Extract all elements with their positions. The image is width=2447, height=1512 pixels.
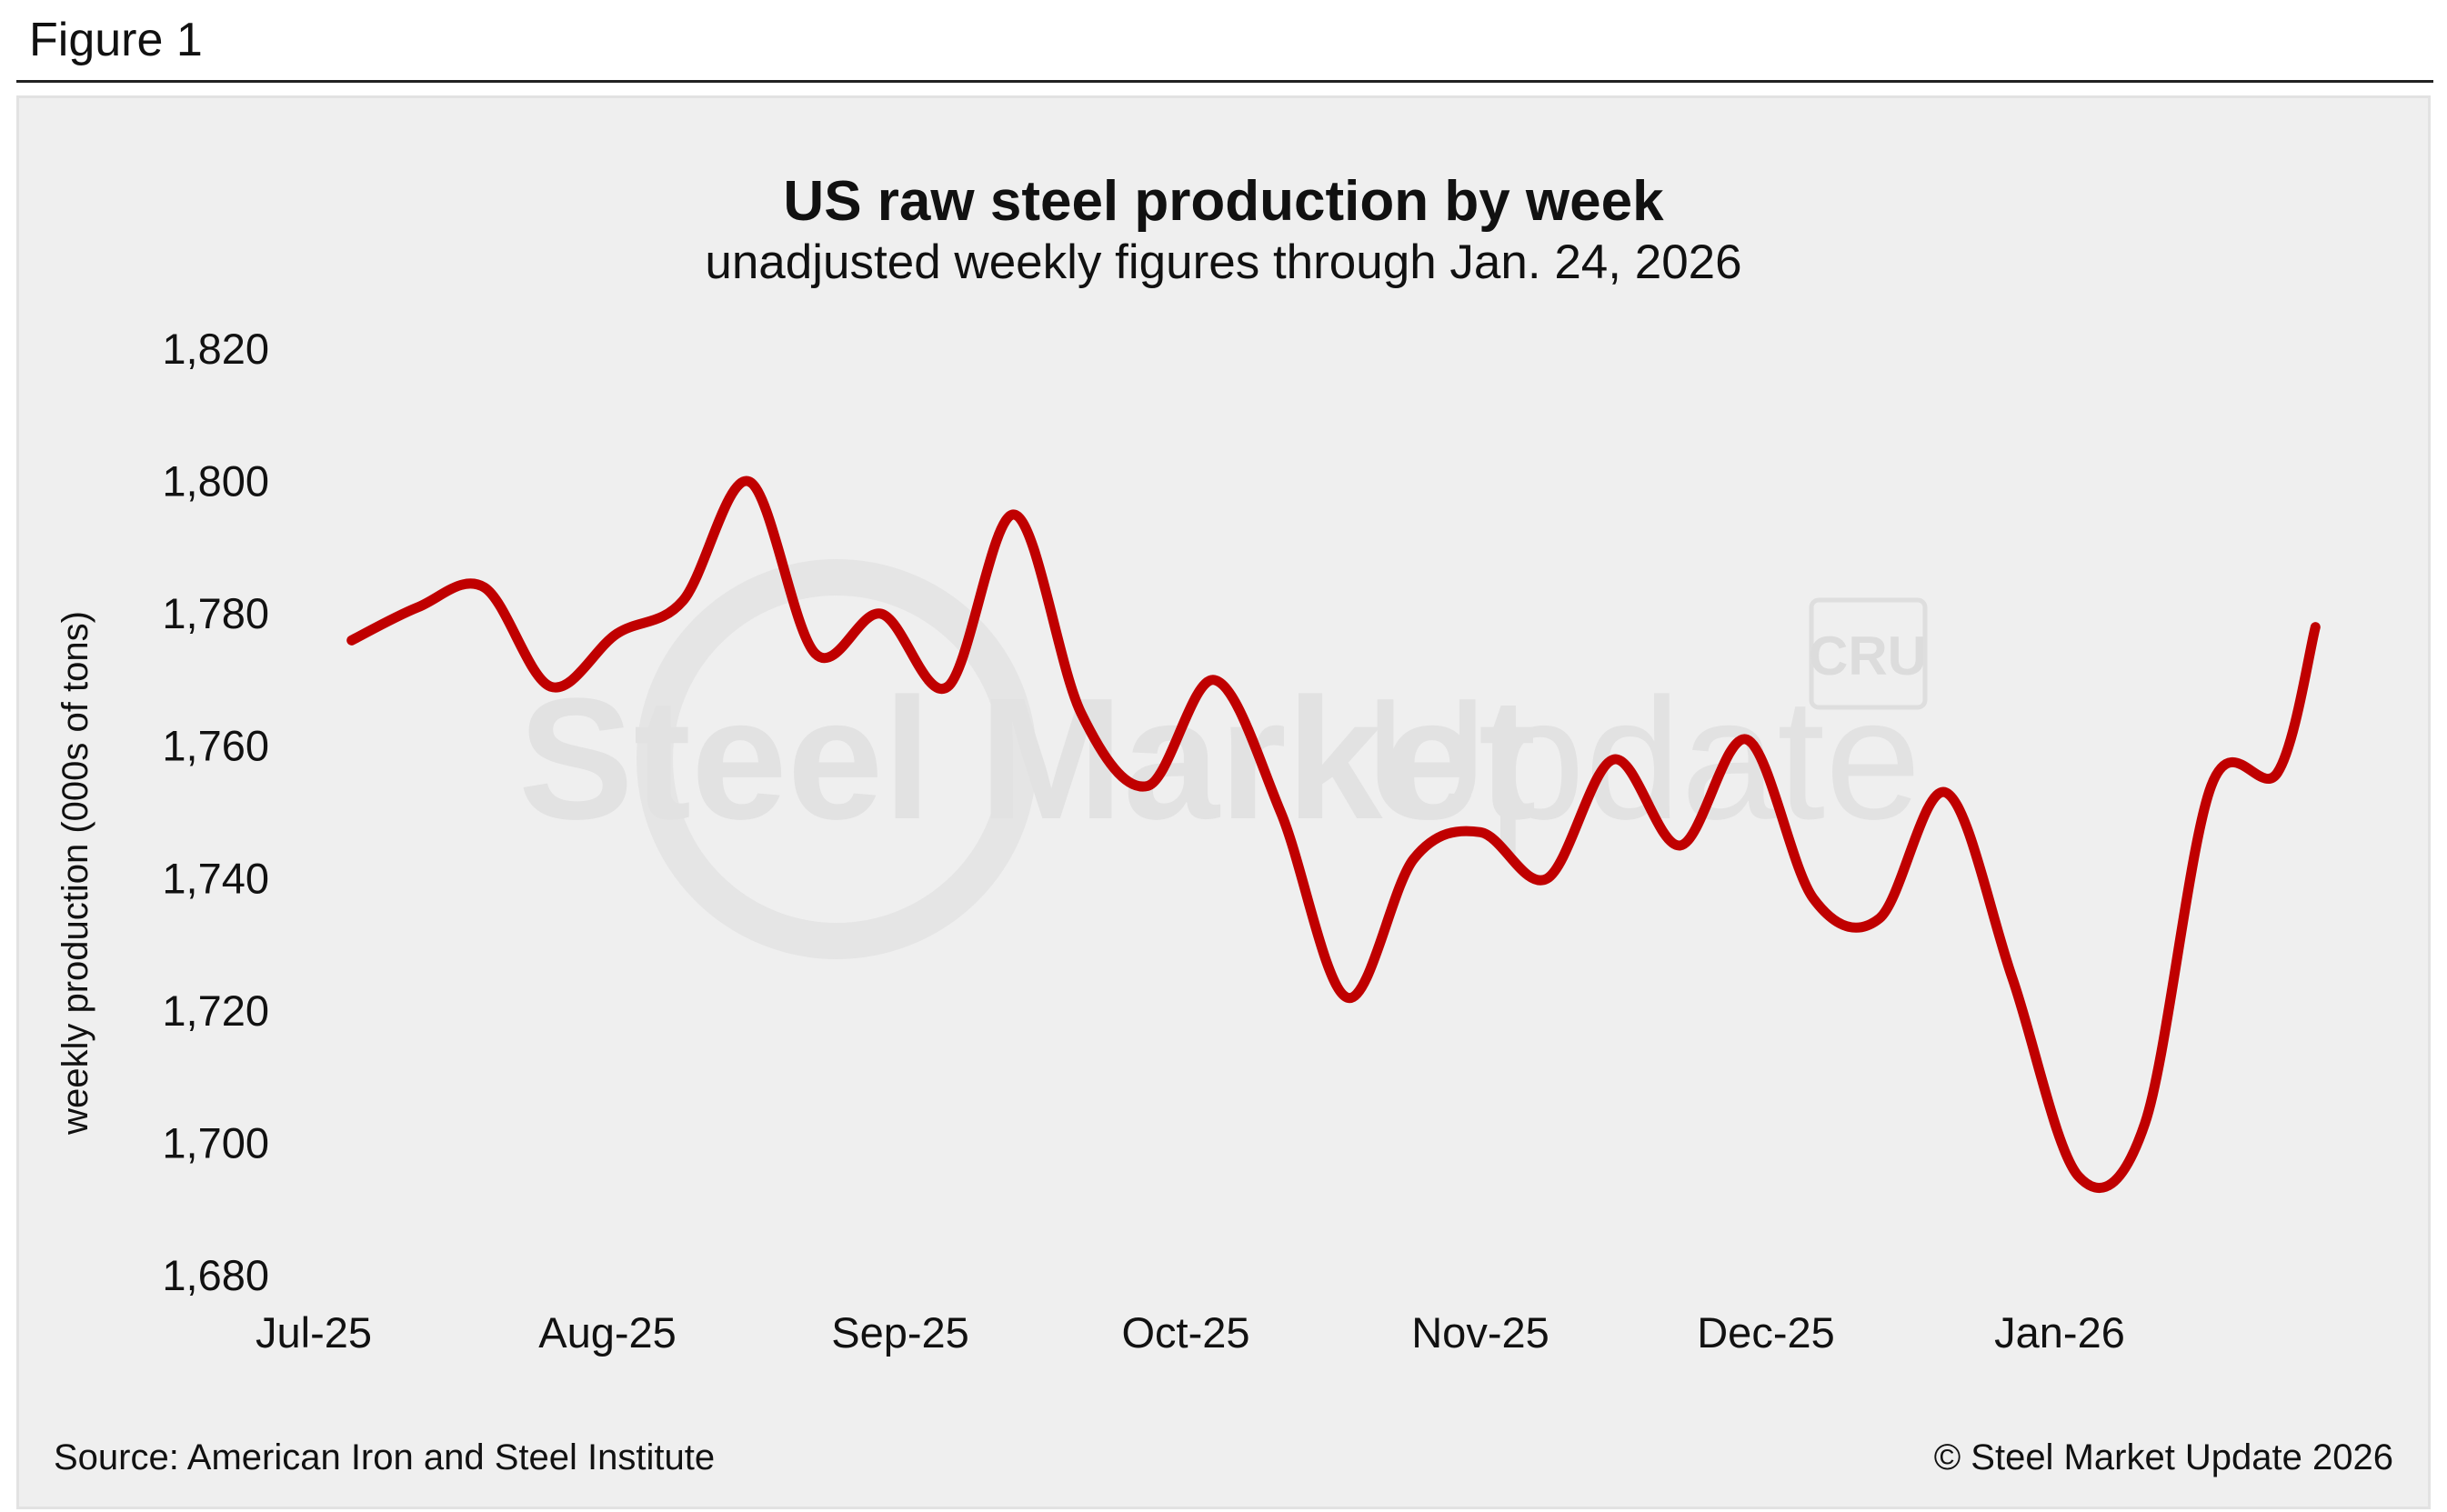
- chart-subtitle: unadjusted weekly figures through Jan. 2…: [705, 235, 1742, 289]
- copyright-note: © Steel Market Update 2026: [1933, 1437, 2393, 1477]
- x-tick-label: Nov-25: [1411, 1308, 1549, 1357]
- watermark-brand-bold: Steel Market: [518, 663, 1536, 856]
- source-note: Source: American Iron and Steel Institut…: [54, 1437, 716, 1477]
- y-tick-label: 1,740: [162, 854, 269, 902]
- y-axis: 1,680 1,700 1,720 1,740 1,760 1,780 1,800 1,820: [162, 325, 269, 1299]
- chart-title: US raw steel production by week: [783, 170, 1664, 233]
- watermark-badge: [1809, 597, 1928, 710]
- watermark-badge-text: CRU: [1809, 626, 1927, 686]
- x-tick-label: Jul-25: [256, 1308, 372, 1357]
- y-tick-label: 1,800: [162, 457, 269, 506]
- x-tick-label: Dec-25: [1697, 1308, 1835, 1357]
- y-axis-label: weekly production (000s of tons): [55, 611, 95, 1136]
- y-tick-label: 1,820: [162, 325, 269, 373]
- y-tick-label: 1,680: [162, 1251, 269, 1299]
- watermark-brand-light: Update: [1364, 663, 1921, 856]
- x-tick-label: Jan-26: [1994, 1308, 2125, 1357]
- watermark-circle: [637, 559, 1037, 959]
- y-tick-label: 1,760: [162, 722, 269, 770]
- watermark-logo: Steel Market Update CRU: [518, 559, 1928, 959]
- figure-label: Figure 1: [29, 14, 203, 66]
- y-tick-label: 1,720: [162, 986, 269, 1035]
- x-tick-label: Sep-25: [831, 1308, 969, 1357]
- y-tick-label: 1,700: [162, 1118, 269, 1167]
- chart-panel: US raw steel production by week unadjust…: [16, 95, 2431, 1509]
- x-axis: Jul-25 Aug-25 Sep-25 Oct-25 Nov-25 Dec-25 Jan-…: [256, 1308, 2125, 1357]
- y-tick-label: 1,780: [162, 589, 269, 637]
- x-tick-label: Aug-25: [538, 1308, 677, 1357]
- figure-divider: [16, 80, 2433, 83]
- x-tick-label: Oct-25: [1121, 1308, 1249, 1357]
- series-line: [346, 476, 2321, 1193]
